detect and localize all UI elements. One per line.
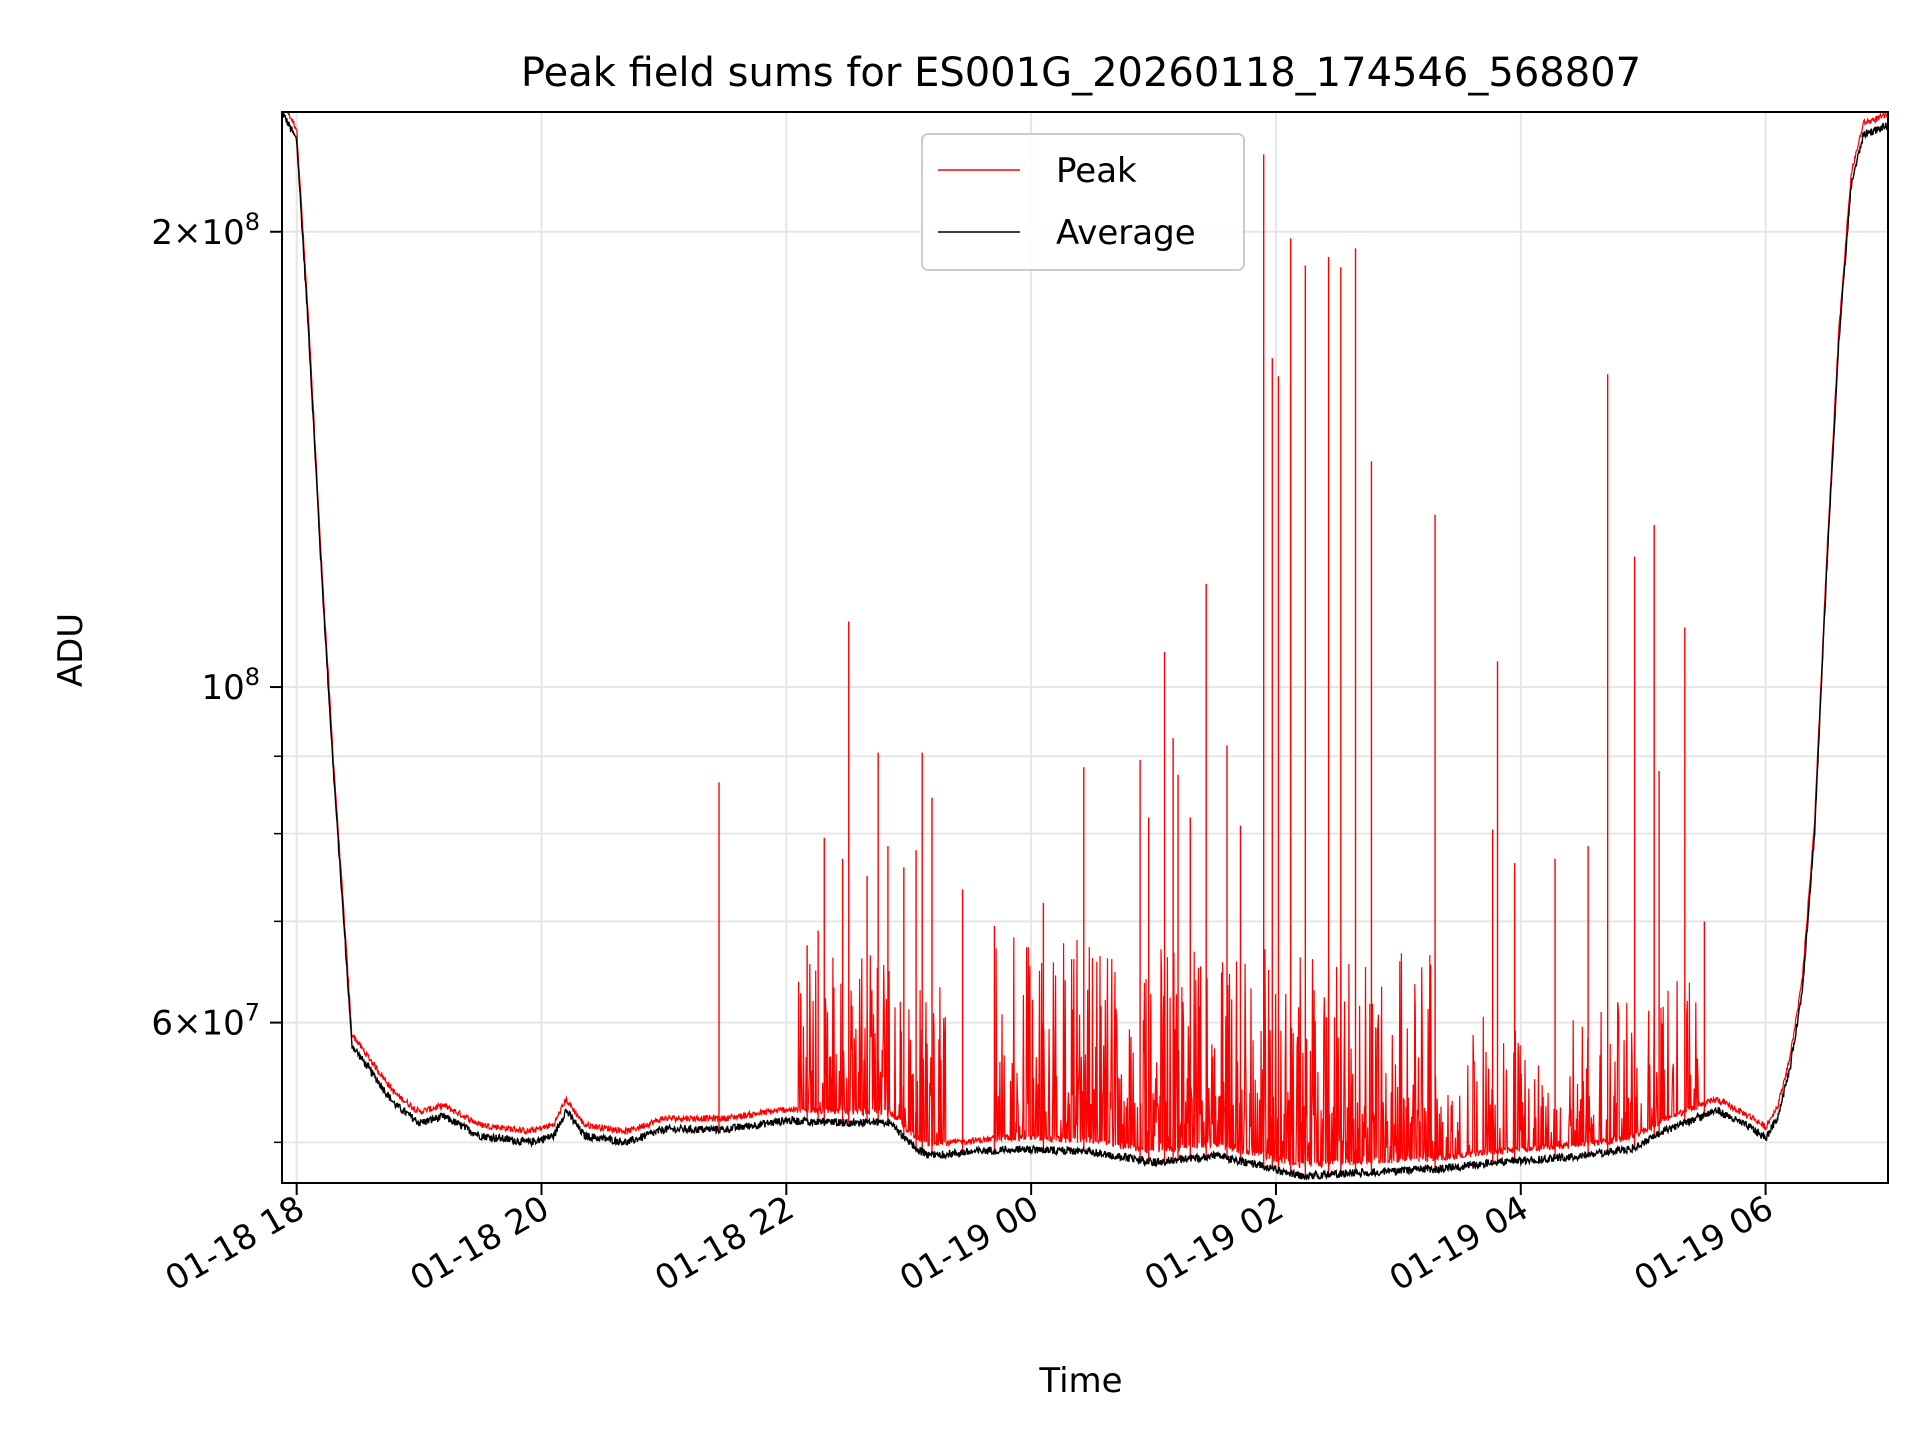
axes-frame (281, 111, 1889, 1184)
legend-frame (921, 133, 1245, 271)
average-line (282, 111, 1889, 1181)
x-axis-label: Time (1038, 1361, 1122, 1401)
y-tick-label: 108 (201, 663, 260, 708)
y-axis-label: ADU (51, 613, 91, 687)
y-tick-label: 6×107 (151, 999, 260, 1044)
chart-title: Peak field sums for ES001G_20260118_1745… (521, 50, 1641, 96)
grid-lines (282, 112, 1888, 1183)
plot-area (282, 110, 1889, 1181)
y-tick-label: 2×108 (151, 208, 260, 253)
peak-line (282, 110, 1889, 1169)
legend-label-average: Average (1056, 213, 1196, 253)
legend-label-peak: Peak (1056, 151, 1137, 191)
series-average (282, 111, 1889, 1181)
legend: Peak Average (921, 133, 1245, 271)
series-peak (282, 110, 1889, 1176)
